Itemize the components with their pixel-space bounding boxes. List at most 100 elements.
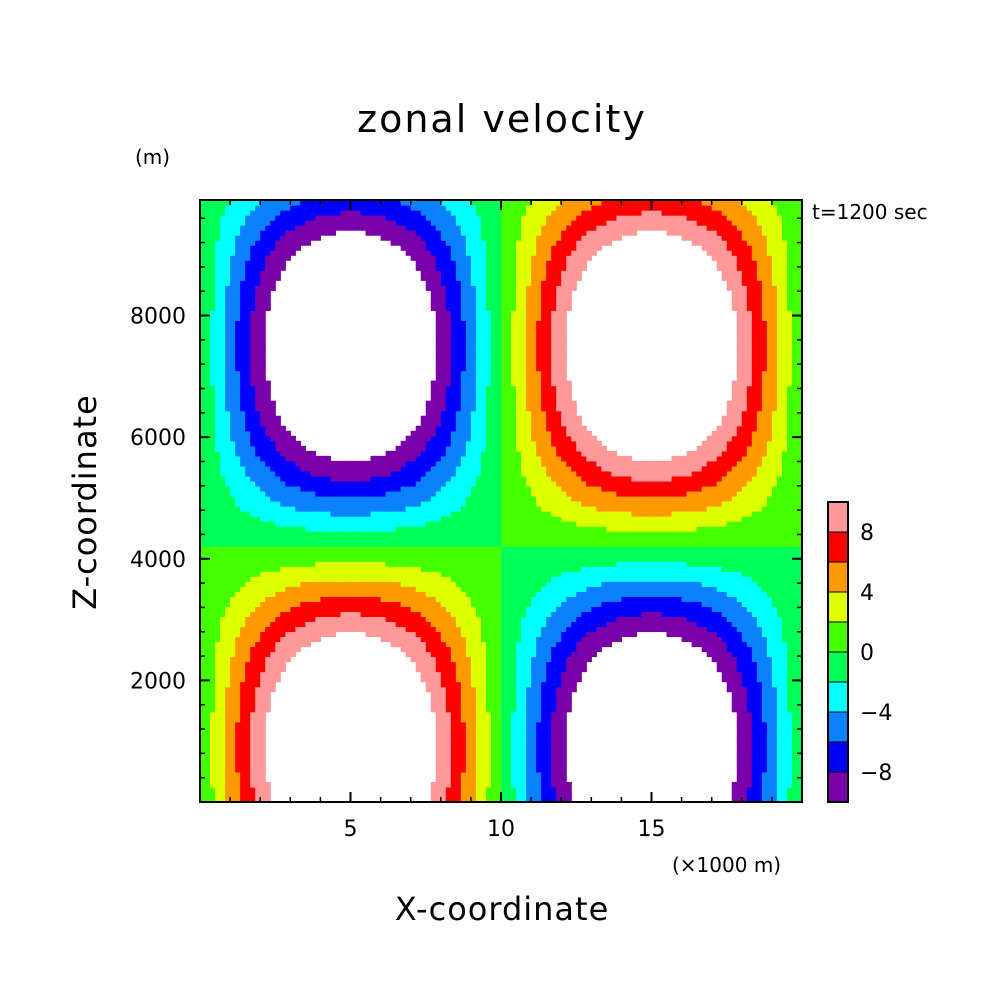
contour-cell: [235, 641, 241, 648]
contour-cell: [786, 611, 793, 617]
contour-cell: [576, 591, 582, 597]
contour-cell: [586, 656, 592, 663]
contour-cell: [791, 626, 798, 633]
contour-cell: [546, 591, 552, 597]
contour-cell: [661, 611, 668, 617]
contour-cell: [215, 516, 221, 522]
contour-cell: [521, 786, 527, 793]
contour-cell: [455, 681, 462, 688]
contour-cell: [470, 716, 477, 723]
contour-cell: [325, 516, 332, 522]
contour-cell: [435, 701, 442, 708]
contour-cell: [265, 601, 271, 607]
contour-cell: [330, 606, 337, 612]
contour-cell: [681, 596, 688, 602]
contour-cell: [531, 741, 537, 748]
contour-cell: [205, 606, 211, 612]
contour-cell: [315, 506, 321, 512]
contour-cell: [561, 551, 567, 557]
contour-cell: [490, 791, 497, 798]
contour-cell: [495, 786, 502, 793]
contour-cell: [425, 576, 432, 582]
contour-cell: [245, 656, 251, 663]
contour-cell: [541, 541, 547, 547]
contour-cell: [711, 576, 718, 582]
contour-cell: [526, 651, 532, 658]
contour-cell: [440, 596, 447, 602]
contour-cell: [741, 726, 748, 733]
contour-cell: [425, 621, 432, 628]
contour-cell: [526, 591, 532, 597]
contour-cell: [420, 541, 427, 547]
contour-cell: [290, 611, 296, 617]
contour-cell: [255, 511, 261, 517]
contour-cell: [716, 621, 723, 628]
contour-cell: [370, 566, 377, 572]
contour-cell: [666, 631, 673, 638]
contour-cell: [385, 546, 392, 552]
contour-cell: [761, 691, 768, 698]
contour-cell: [425, 686, 432, 693]
contour-cell: [465, 641, 472, 648]
contour-cell: [305, 581, 311, 587]
contour-cell: [215, 561, 221, 567]
contour-cell: [250, 781, 256, 788]
contour-cell: [435, 606, 442, 612]
contour-cell: [521, 566, 527, 572]
contour-cell: [776, 511, 783, 517]
contour-cell: [415, 576, 422, 582]
contour-cell: [756, 786, 763, 793]
contour-cell: [516, 546, 522, 552]
contour-cell: [490, 711, 497, 718]
contour-cell: [501, 721, 507, 728]
contour-cell: [425, 661, 432, 668]
contour-cell: [445, 706, 452, 713]
contour-cell: [475, 686, 482, 693]
contour-cell: [275, 581, 281, 587]
contour-cell: [235, 541, 241, 547]
contour-cell: [490, 756, 497, 763]
contour-cell: [726, 626, 733, 633]
contour-cell: [706, 566, 713, 572]
contour-cell: [435, 751, 442, 758]
contour-cell: [435, 516, 442, 522]
contour-cell: [546, 766, 552, 773]
contour-cell: [405, 601, 412, 607]
contour-cell: [751, 696, 758, 703]
contour-cell: [796, 746, 802, 753]
contour-cell: [561, 631, 567, 638]
contour-cell: [561, 556, 567, 562]
contour-cell: [651, 541, 658, 547]
contour-cell: [781, 636, 788, 643]
contour-cell: [606, 521, 612, 527]
contour-cell: [706, 611, 713, 617]
contour-cell: [561, 606, 567, 612]
contour-cell: [561, 776, 567, 783]
contour-cell: [756, 636, 763, 643]
contour-cell: [521, 596, 527, 602]
contour-cell: [300, 506, 306, 512]
contour-cell: [561, 611, 567, 617]
contour-cell: [501, 706, 507, 713]
contour-cell: [205, 691, 211, 698]
contour-cell: [460, 751, 467, 758]
contour-cell: [200, 606, 206, 612]
contour-cell: [245, 616, 251, 622]
contour-cell: [250, 686, 256, 693]
contour-cell: [245, 516, 251, 522]
contour-cell: [626, 516, 633, 522]
contour-cell: [571, 591, 577, 597]
contour-cell: [435, 786, 442, 793]
contour-cell: [626, 571, 633, 577]
contour-cell: [511, 641, 517, 648]
contour-cell: [681, 621, 688, 628]
contour-cell: [435, 616, 442, 622]
contour-cell: [270, 551, 276, 557]
contour-cell: [275, 591, 281, 597]
contour-cell: [220, 676, 226, 683]
contour-cell: [245, 556, 251, 562]
contour-cell: [756, 726, 763, 733]
contour-cell: [551, 521, 557, 527]
contour-cell: [375, 626, 382, 633]
contour-cell: [470, 551, 477, 557]
